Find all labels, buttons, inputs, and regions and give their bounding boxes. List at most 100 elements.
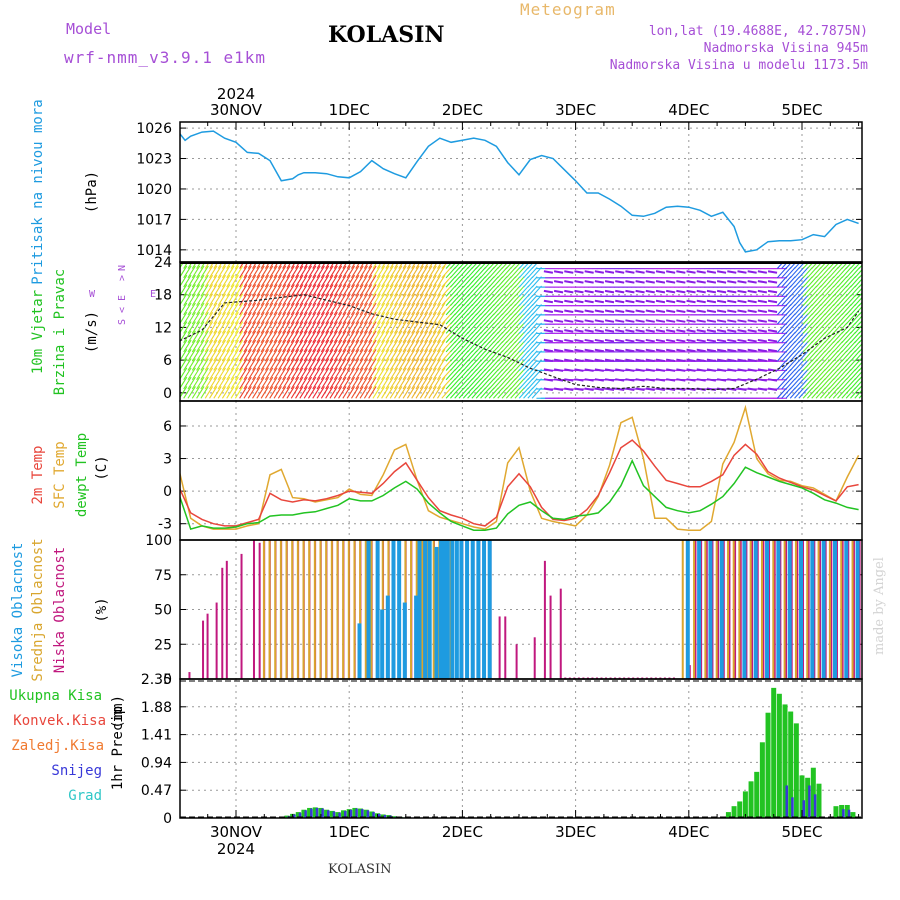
wind-barb [273,367,282,381]
wind-barb [645,368,655,372]
wind-barb [781,285,792,297]
wind-barb [209,349,218,362]
wind-barb [727,270,737,274]
high-cloud-bar [434,546,439,679]
mid-cloud-bar [704,540,707,679]
wind-barb [854,343,862,353]
snow-bar [293,814,296,818]
wind-barb [346,376,356,390]
snow-bar [344,810,347,818]
wind-barb [234,339,244,353]
wind-barb [716,329,727,333]
wind-barb [234,274,244,288]
wind-barb [645,289,655,294]
wind-barb [286,284,295,297]
wind-barb [828,294,839,306]
wind-barb [200,376,209,390]
wind-barb [594,338,605,343]
wind-barb [394,302,403,316]
snow-bar [378,813,381,818]
wind-barb [299,358,308,371]
wind-barb [828,368,839,381]
wind-barb [716,378,727,382]
wind-barb [432,311,442,325]
wind-barb [437,293,446,306]
wind-barb [488,285,499,297]
mid-cloud-axis-title: Srednja Oblacnost [30,538,46,681]
wind-barb [794,304,805,316]
wind-barb [527,331,538,344]
wind-barb [342,274,351,288]
wind-barb [264,386,274,399]
mid-cloud-bar [806,540,809,679]
wind-barb [372,386,381,399]
wind-barb [553,338,564,343]
mid-cloud-bar [313,540,316,679]
wind-barb [527,359,538,371]
wind-barb [564,338,574,343]
wind-barb [828,378,839,390]
high-cloud-bar [391,540,396,679]
wind-barb [594,358,605,363]
wind-barb [815,378,826,390]
wind-barb [716,299,727,304]
wind-barb [234,386,244,399]
wind-barb [523,350,534,362]
wind-barb [767,280,778,284]
wind-barb [594,299,605,304]
wind-barb [798,331,809,344]
wind-barb [372,302,381,316]
wind-barb [277,339,287,353]
wind-barb [798,350,809,362]
wind-barb [428,293,437,306]
wind-barb [359,311,368,325]
wind-barb [381,386,390,399]
wind-barb [260,302,270,316]
total-rain-bar [295,812,301,818]
wind-barb [320,349,330,362]
wind-barb [488,350,499,362]
wind-barb [785,294,796,306]
wind-barb [493,313,504,325]
wind-barb [217,293,226,306]
wind-barb [625,348,635,353]
wind-barb [635,270,645,274]
wind-barb [187,367,196,381]
wind-barb [850,341,861,353]
high-cloud-bar [442,540,447,679]
wind-barb [767,387,778,391]
wind-barb [696,309,706,314]
wind-barb [389,274,399,288]
wind-barb [299,265,308,279]
wind-barb [295,330,304,343]
snow-bar [349,809,353,818]
wind-barb [863,267,872,277]
wind-barb [737,348,747,353]
wind-barb [204,330,214,343]
wind-barb [333,274,343,288]
wind-barb [303,302,313,316]
temp-unit: (C) [94,455,110,480]
wind-barb [312,302,321,316]
wind-barb [531,276,542,288]
wind-barb [807,387,818,399]
wind-barb [273,386,282,399]
wind-barb [635,319,645,323]
wind-barb [441,313,452,325]
wind-barb [645,358,655,363]
wind-barb [858,384,862,390]
wind-barb [527,304,538,316]
wind-barb [286,349,295,362]
wind-barb [824,359,835,371]
wind-barb [501,387,512,399]
wind-barb [493,285,504,297]
wind-barb [819,359,831,371]
wind-barb [824,285,835,297]
wind-barb [837,331,848,344]
high-cloud-bar [380,609,385,679]
wind-barb [419,265,429,279]
wind-barb [419,302,429,316]
wind-barb [398,367,407,381]
wind-barb [187,321,196,334]
high-cloud-bar [414,595,419,679]
